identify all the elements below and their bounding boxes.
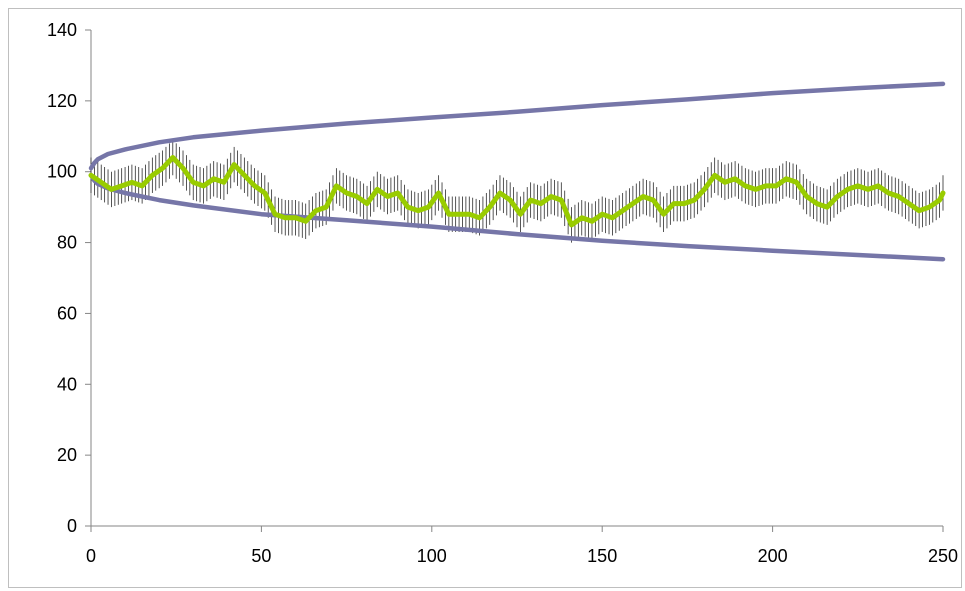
measured-line — [88, 155, 946, 228]
x-tick-label: 50 — [251, 546, 271, 566]
y-tick-label: 140 — [47, 20, 77, 40]
x-tick-label: 250 — [928, 546, 958, 566]
x-tick-label: 100 — [417, 546, 447, 566]
y-tick-label: 80 — [57, 233, 77, 253]
x-tick-label: 0 — [86, 546, 96, 566]
chart-frame: 0 20 40 60 80 100 120 140 0 50 100 150 200 250 — [8, 8, 962, 588]
upper-envelope-line — [88, 81, 946, 171]
axes — [85, 29, 944, 532]
y-tick-label: 40 — [57, 374, 77, 394]
x-tick-label: 150 — [587, 546, 617, 566]
y-tick-label: 60 — [57, 303, 77, 323]
error-bars — [90, 139, 944, 243]
x-tick-label: 200 — [758, 546, 788, 566]
tick-labels: 0 20 40 60 80 100 120 140 0 50 100 150 200 250 — [47, 20, 958, 566]
y-tick-label: 120 — [47, 91, 77, 111]
y-tick-label: 0 — [67, 516, 77, 536]
series-lines — [88, 81, 946, 262]
y-tick-label: 20 — [57, 445, 77, 465]
y-tick-label: 100 — [47, 162, 77, 182]
chart-plot: 0 20 40 60 80 100 120 140 0 50 100 150 200 250 — [47, 20, 958, 566]
